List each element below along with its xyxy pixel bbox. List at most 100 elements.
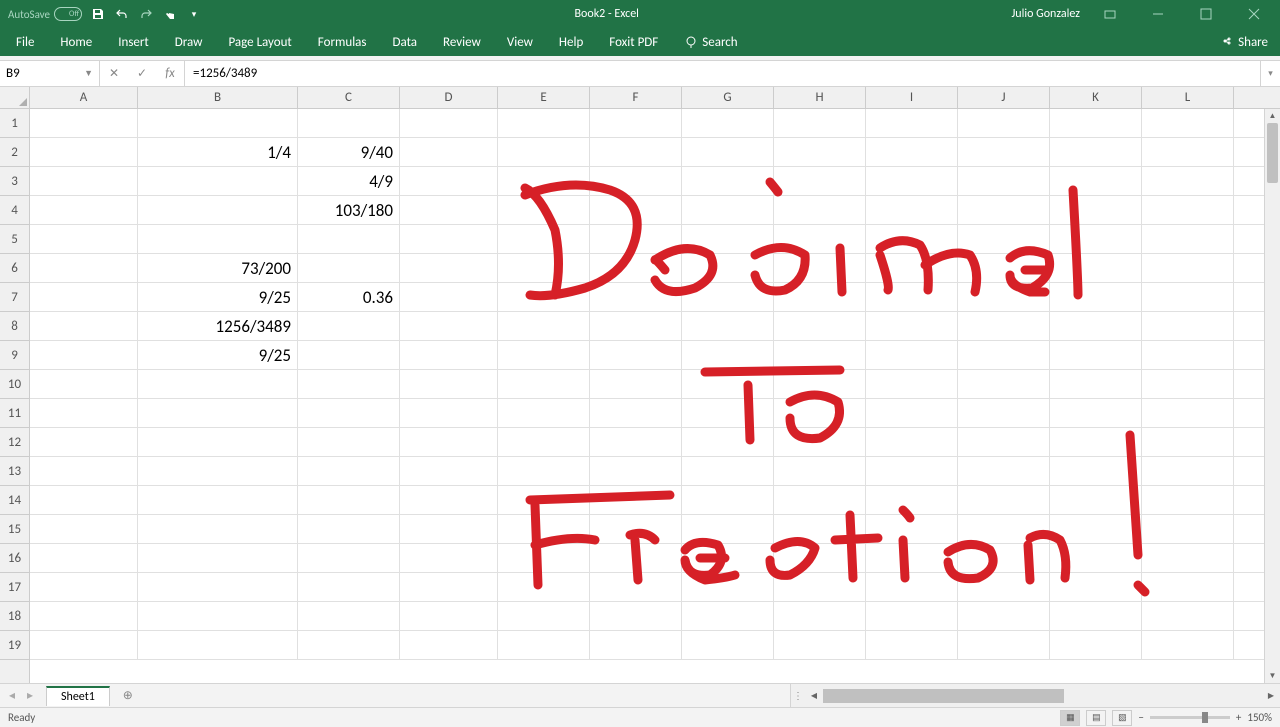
cell[interactable] [682, 399, 774, 427]
cell[interactable] [1142, 196, 1234, 224]
select-all-button[interactable] [0, 87, 30, 108]
enter-formula-icon[interactable]: ✓ [128, 61, 156, 86]
cell[interactable] [138, 631, 298, 659]
column-header[interactable]: F [590, 87, 682, 108]
row-header[interactable]: 12 [0, 428, 29, 457]
cell[interactable] [298, 370, 400, 398]
cell[interactable] [30, 283, 138, 311]
scroll-split-icon[interactable]: ⋮ [793, 689, 803, 702]
cell[interactable] [298, 254, 400, 282]
tab-nav-prev-icon[interactable]: ◂ [4, 688, 20, 703]
cell[interactable] [400, 225, 498, 253]
redo-icon[interactable] [138, 6, 154, 22]
cell[interactable] [682, 283, 774, 311]
scroll-thumb-vertical[interactable] [1267, 123, 1278, 183]
page-break-view-icon[interactable]: ▧ [1112, 710, 1132, 726]
cell[interactable] [298, 457, 400, 485]
name-box[interactable]: B9 ▼ [0, 61, 100, 86]
cell[interactable] [298, 312, 400, 340]
cell[interactable] [774, 544, 866, 572]
cell[interactable] [298, 602, 400, 630]
cell[interactable] [682, 515, 774, 543]
cell[interactable] [590, 631, 682, 659]
scroll-right-icon[interactable]: ▶ [1264, 691, 1278, 701]
cell[interactable] [138, 370, 298, 398]
cell[interactable] [1142, 602, 1234, 630]
cell[interactable] [958, 341, 1050, 369]
cell[interactable] [958, 312, 1050, 340]
cell[interactable] [298, 544, 400, 572]
row-header[interactable]: 9 [0, 341, 29, 370]
column-header[interactable]: C [298, 87, 400, 108]
cell[interactable] [1050, 457, 1142, 485]
cell[interactable] [400, 341, 498, 369]
cell[interactable] [590, 399, 682, 427]
cell[interactable] [498, 312, 590, 340]
tab-nav-next-icon[interactable]: ▸ [22, 688, 38, 703]
cell[interactable] [400, 370, 498, 398]
cell[interactable] [682, 573, 774, 601]
cell[interactable] [138, 167, 298, 195]
cell[interactable] [400, 631, 498, 659]
cell[interactable] [1050, 138, 1142, 166]
cell[interactable] [682, 602, 774, 630]
touch-mode-icon[interactable] [162, 6, 178, 22]
cell[interactable] [400, 254, 498, 282]
user-name[interactable]: Julio Gonzalez [1011, 7, 1080, 21]
cell[interactable] [866, 283, 958, 311]
cell[interactable] [1142, 399, 1234, 427]
column-header[interactable]: J [958, 87, 1050, 108]
scroll-left-icon[interactable]: ◀ [807, 691, 821, 701]
cell[interactable]: 1256/3489 [138, 312, 298, 340]
cell[interactable] [30, 225, 138, 253]
tab-home[interactable]: Home [56, 35, 96, 50]
zoom-slider[interactable] [1150, 716, 1230, 719]
add-sheet-button[interactable]: ⊕ [116, 688, 140, 703]
cell[interactable] [30, 515, 138, 543]
tab-insert[interactable]: Insert [114, 35, 153, 50]
cell[interactable] [866, 631, 958, 659]
cell[interactable] [1050, 399, 1142, 427]
cell[interactable] [1142, 109, 1234, 137]
cell[interactable] [400, 602, 498, 630]
cell[interactable] [1142, 138, 1234, 166]
cell[interactable] [498, 544, 590, 572]
cell[interactable] [498, 138, 590, 166]
cell[interactable] [30, 109, 138, 137]
cell[interactable] [400, 457, 498, 485]
cell[interactable] [1142, 486, 1234, 514]
cell[interactable] [400, 196, 498, 224]
row-header[interactable]: 11 [0, 399, 29, 428]
cell[interactable]: 4/9 [298, 167, 400, 195]
cell[interactable] [590, 167, 682, 195]
cell[interactable] [400, 428, 498, 456]
cell[interactable] [682, 254, 774, 282]
cell[interactable] [774, 573, 866, 601]
cell[interactable] [1142, 515, 1234, 543]
cell[interactable] [1142, 544, 1234, 572]
cell[interactable] [138, 515, 298, 543]
cell[interactable] [298, 428, 400, 456]
row-header[interactable]: 15 [0, 515, 29, 544]
cell[interactable] [590, 109, 682, 137]
cell[interactable] [1050, 283, 1142, 311]
cell[interactable] [1142, 573, 1234, 601]
cell[interactable] [498, 457, 590, 485]
cell[interactable] [866, 573, 958, 601]
cell[interactable] [774, 428, 866, 456]
cell[interactable] [590, 312, 682, 340]
tab-view[interactable]: View [503, 35, 537, 50]
cell[interactable] [1142, 457, 1234, 485]
cell[interactable] [400, 138, 498, 166]
cell[interactable] [590, 341, 682, 369]
cell[interactable] [298, 631, 400, 659]
cell[interactable] [1142, 167, 1234, 195]
cell[interactable] [30, 486, 138, 514]
cell[interactable] [400, 399, 498, 427]
cell[interactable] [1050, 428, 1142, 456]
cell[interactable] [866, 399, 958, 427]
cell[interactable] [774, 138, 866, 166]
cell[interactable] [30, 399, 138, 427]
cell[interactable]: 73/200 [138, 254, 298, 282]
cell[interactable] [498, 428, 590, 456]
